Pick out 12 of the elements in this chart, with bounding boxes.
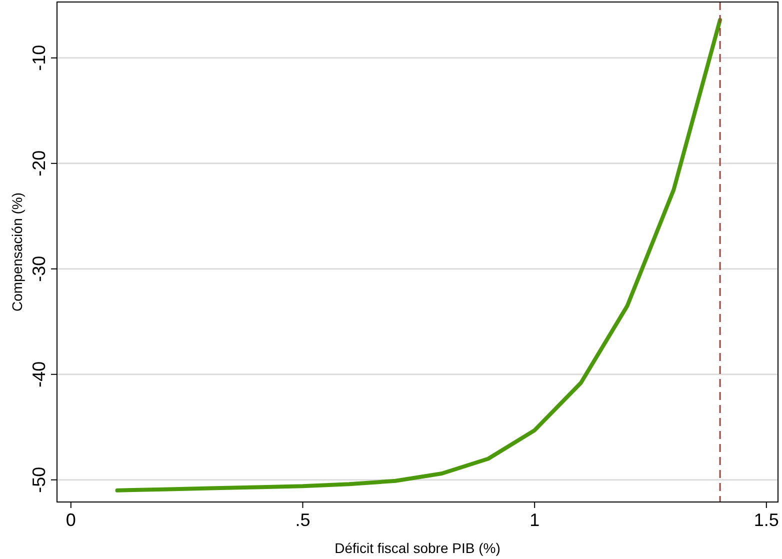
y-axis-title: Compensación (%) [9,192,25,312]
y-tick-label: -50 [29,466,49,493]
x-tick-label: 1 [530,510,540,530]
x-tick-label: 0 [66,510,76,530]
x-tick-label: 1.5 [754,510,779,530]
x-axis-title: Déficit fiscal sobre PIB (%) [334,540,500,556]
y-tick-label: -10 [29,44,49,71]
x-tick-label: .5 [295,510,310,530]
y-tick-label: -20 [29,150,49,176]
line-series [115,18,722,492]
y-tick-label: -40 [29,361,49,388]
y-tick-label: -30 [29,256,49,282]
